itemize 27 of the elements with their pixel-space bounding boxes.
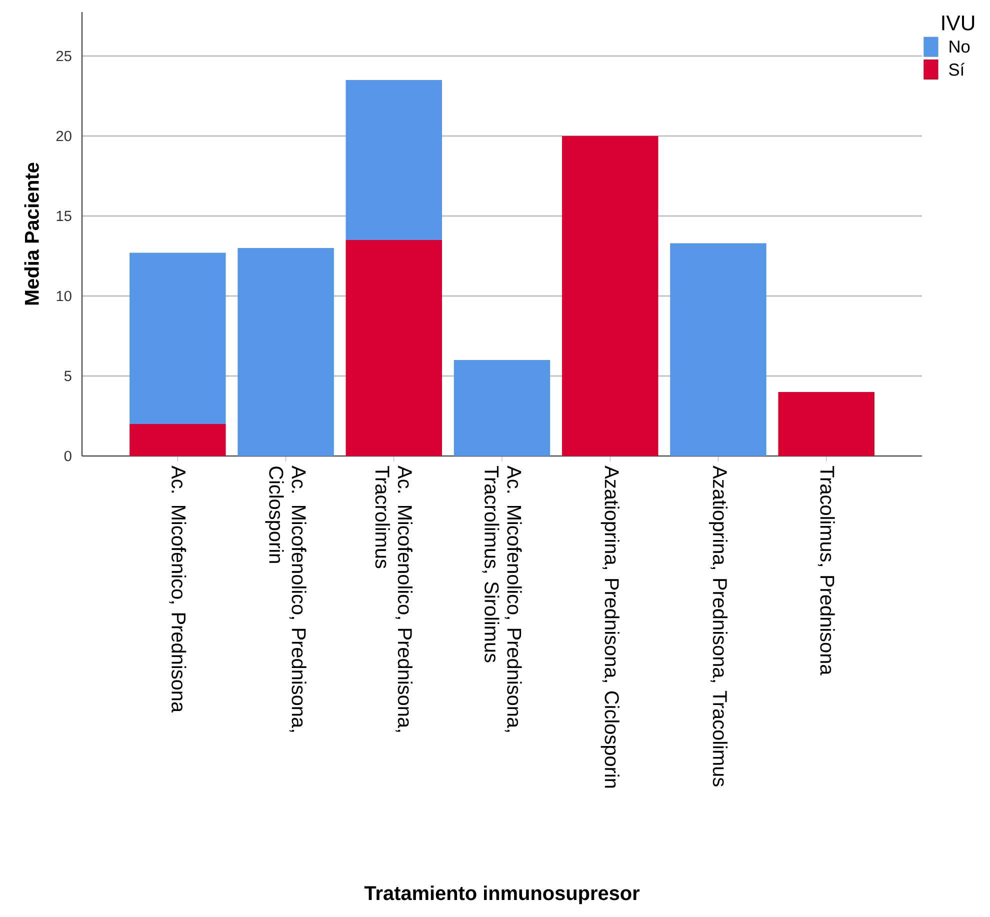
legend-title: IVU: [942, 16, 974, 30]
legend-label: No: [950, 40, 970, 53]
x-tick-label: Ac. Micofenolico, Prednisona, Ciclosporin: [265, 466, 306, 732]
x-tick-label: Ac. Micofenolico, Prednisona, Tracrolimus, Sirolimus: [482, 466, 522, 732]
x-tick-label: Ac. Micofenolico, Prednisona, Tracrolimus: [375, 466, 413, 732]
x-axis-title: Tratamiento inmunosupresor: [364, 886, 640, 904]
bar: [130, 252, 226, 424]
y-tick-label: 10: [56, 290, 72, 302]
y-tick-label: 20: [56, 130, 72, 142]
y-tick-label: 15: [56, 210, 72, 222]
bar: [454, 360, 550, 456]
bar: [670, 243, 766, 456]
y-axis-title: Media Paciente: [24, 162, 39, 305]
bar: [562, 136, 658, 456]
bar: [346, 80, 442, 240]
x-tick-label: Ac. Micofenico, Prednisona: [169, 466, 186, 713]
y-tick-label: 0: [64, 450, 72, 462]
y-tick-label: 25: [56, 50, 72, 62]
y-tick-label: 5: [64, 370, 72, 382]
x-tick-label: Tracolimus, Prednisona: [818, 466, 835, 676]
bar: [238, 248, 334, 456]
bar: [778, 392, 874, 456]
bar: [346, 240, 442, 456]
x-tick-label: Azatioprina, Prednisona, Tracolimus: [708, 466, 728, 786]
bar: [130, 424, 226, 456]
legend-label: Sí: [949, 62, 965, 76]
x-tick-label: Azatioprina, Prednisona, Ciclosporin: [600, 466, 620, 788]
